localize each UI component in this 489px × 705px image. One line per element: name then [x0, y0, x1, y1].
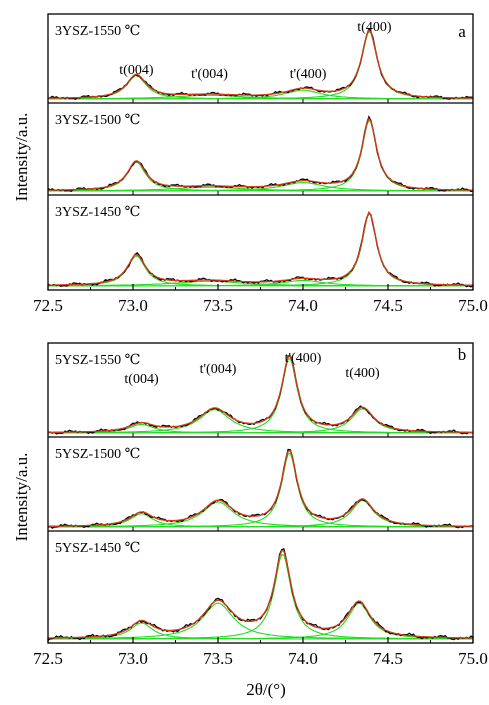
- x-tick-label-b-5: 75.0: [458, 649, 488, 668]
- x-tick-label-a-5: 75.0: [458, 296, 488, 315]
- peak-annotation-b-2: t'(400): [285, 351, 322, 366]
- fit-line-a-0: [48, 29, 473, 99]
- panel-letter-a: a: [458, 22, 466, 41]
- sample-label-a-1: 3YSZ-1500 ℃: [55, 113, 140, 128]
- peak-annotation-b-0: t(004): [124, 372, 159, 387]
- fit-line-a-1: [47, 117, 474, 191]
- x-tick-label-a-4: 74.5: [373, 296, 403, 315]
- sample-label-b-1: 5YSZ-1500 ℃: [55, 447, 140, 462]
- component-peak-a-2-3: [48, 212, 473, 287]
- y-axis-label-a: Intensity/a.u.: [12, 113, 31, 202]
- fit-line-b-1: [47, 449, 474, 527]
- fit-line-a-2: [48, 211, 473, 286]
- component-peak-b-2-3: [48, 602, 473, 640]
- sample-label-a-2: 3YSZ-1450 ℃: [55, 205, 140, 220]
- measured-line-b-2: [47, 548, 474, 641]
- y-axis-label-b: Intensity/a.u.: [12, 453, 31, 542]
- peak-annotation-a-3: t(400): [357, 20, 392, 35]
- sample-label-b-0: 5YSZ-1550 ℃: [55, 353, 140, 368]
- measured-line-a-1: [47, 115, 474, 193]
- component-peak-b-2-2: [48, 553, 473, 640]
- x-tick-label-a-0: 72.5: [33, 296, 63, 315]
- component-peak-a-0-3: [48, 30, 474, 100]
- fit-line-b-0: [48, 355, 473, 433]
- x-tick-label-a-3: 74.0: [288, 296, 318, 315]
- x-tick-label-a-2: 73.5: [203, 296, 233, 315]
- sample-label-b-2: 5YSZ-1450 ℃: [55, 541, 140, 556]
- peak-annotation-b-1: t'(004): [200, 362, 237, 377]
- x-tick-label-a-1: 73.0: [118, 296, 148, 315]
- sample-label-a-0: 3YSZ-1550 ℃: [55, 24, 140, 39]
- component-peak-b-1-3: [47, 499, 473, 528]
- panel-letter-b: b: [458, 345, 467, 364]
- chart-layer: 3YSZ-1550 ℃ 3YSZ-1500 ℃ 3YSZ-1450 ℃ a t(004)…: [33, 13, 488, 668]
- x-axis-label: 2θ/(°): [246, 680, 286, 699]
- panel-frame-a: [47, 13, 474, 291]
- x-tick-label-b-0: 72.5: [33, 649, 63, 668]
- x-tick-label-b-3: 74.0: [288, 649, 318, 668]
- fit-line-b-2: [48, 549, 473, 639]
- peak-annotation-a-2: t'(400): [290, 67, 327, 82]
- component-peak-a-1-3: [48, 119, 473, 192]
- x-tick-label-b-2: 73.5: [203, 649, 233, 668]
- peak-annotation-a-1: t'(004): [191, 67, 228, 82]
- peak-annotation-a-0: t(004): [119, 63, 154, 78]
- peak-annotation-b-3: t(400): [345, 366, 380, 381]
- panel-frame-b: [47, 342, 474, 644]
- measured-line-a-0: [47, 27, 474, 101]
- x-tick-label-b-1: 73.0: [118, 649, 148, 668]
- x-tick-label-b-4: 74.5: [373, 649, 403, 668]
- measured-line-a-2: [47, 211, 474, 288]
